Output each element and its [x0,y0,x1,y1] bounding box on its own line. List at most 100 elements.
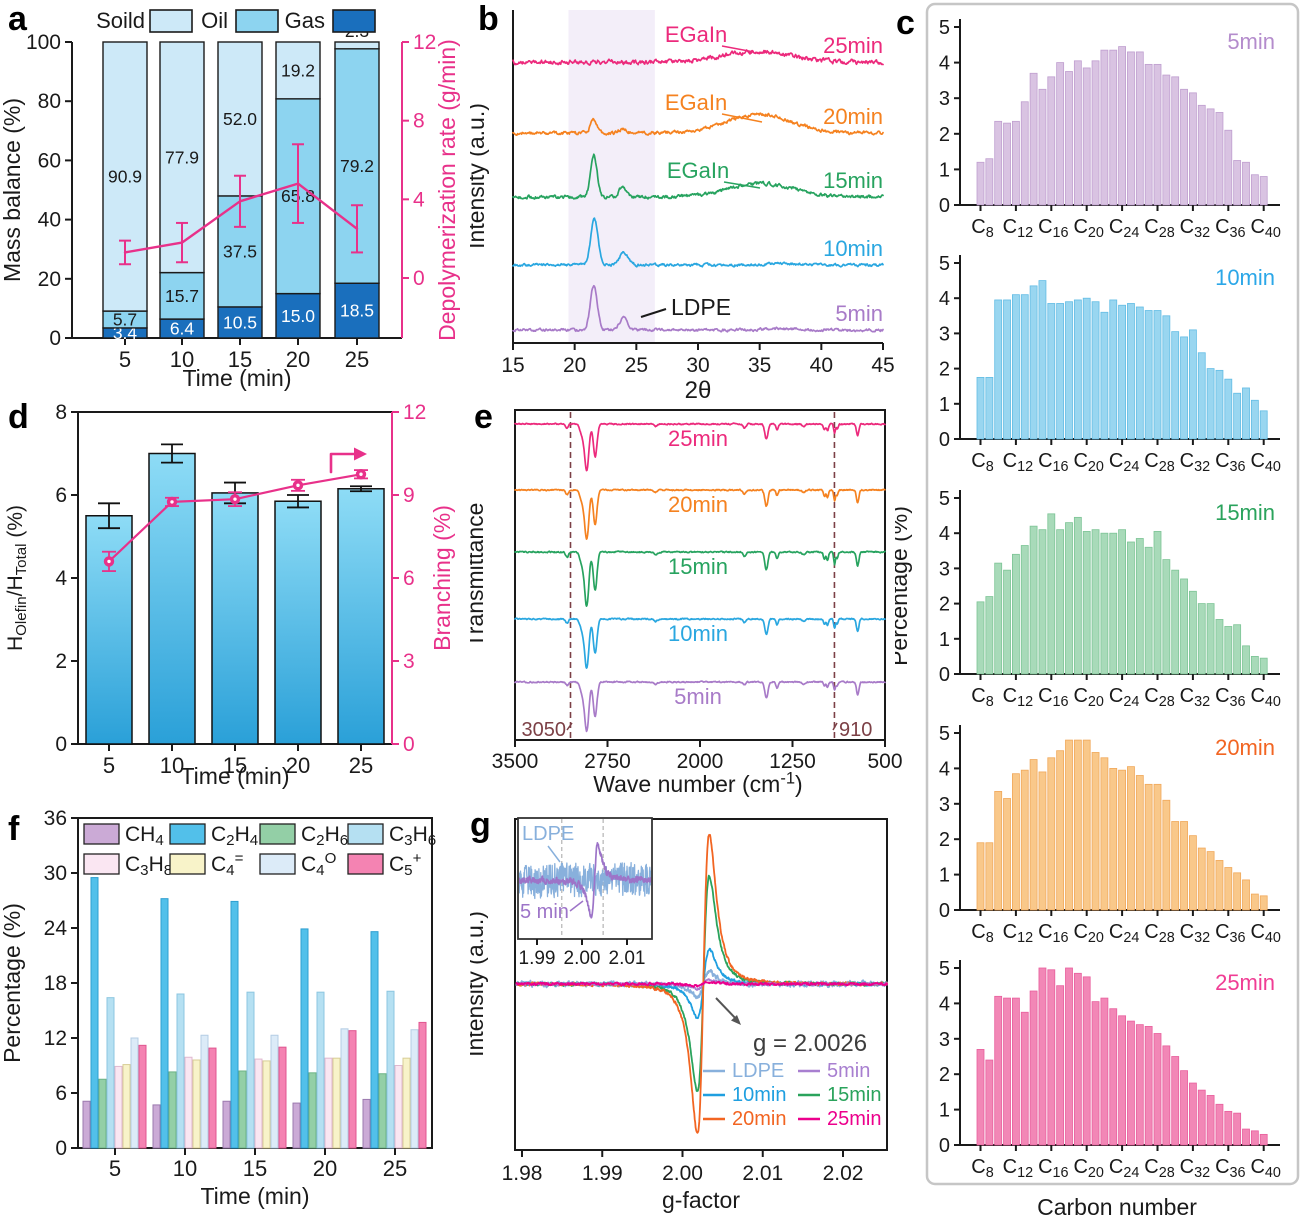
histogram-bar [1038,771,1047,911]
right-axis-label: Depolymerization rate (g/min) [434,39,460,341]
chart-shape: C [1073,921,1087,943]
chart-text: 2 [939,359,950,381]
chart-text: 0 [413,267,425,290]
histogram-bar [1135,306,1144,440]
trace-label: 20min [668,492,728,517]
chart-shape: 20 [1088,1165,1104,1181]
histogram-bar [994,562,1003,675]
chart-shape: C [1180,216,1194,238]
legend-label: C3H8 [125,853,172,879]
chart-text: C8 [971,1156,993,1181]
chart-text: 25 [345,347,369,372]
legend-swatch [83,853,120,875]
chart-text: 3 [939,794,950,816]
histogram-bar [1259,410,1268,440]
chart-text: C24 [1109,1156,1139,1181]
gas-bar [222,1100,231,1149]
histogram-bar [1135,775,1144,911]
legend-label: C4= [211,850,244,879]
right-axis-arrow [329,452,356,474]
bar-value: 90.9 [108,167,142,187]
chart-shape: 28 [1159,1165,1175,1181]
histogram-bar [985,596,994,675]
histogram-bar [1153,310,1162,440]
chart-shape [832,722,838,731]
chart-text: 4 [413,188,425,211]
gas-bar [114,1065,123,1149]
trace-label: 10min [823,236,883,261]
chart-text: 0 [939,900,950,922]
inset-5min-label: 5 min [520,901,569,923]
chart-shape: 8 [164,862,172,879]
histogram-bar [1109,1008,1118,1146]
chart-shape: C [1109,685,1123,707]
chart-shape: 6 [428,832,436,849]
chart-text: 2.02 [823,1162,864,1185]
chart-text: 36 [44,807,67,830]
chart-text: C20 [1073,685,1103,710]
bar-value: 79.2 [340,156,374,176]
chart-shape: C [1109,1156,1123,1178]
chart-shape: 40 [1265,459,1281,475]
bar-value: 15.7 [165,286,199,306]
chart-text: 6 [55,1082,67,1105]
stacked-bar-gas [217,306,263,339]
histogram-bar [1162,1045,1171,1146]
histogram-bar [1020,1011,1029,1146]
xrd-trace-10min [512,217,884,268]
chart-text: 2000 [677,750,724,773]
chart-shape: C [1003,685,1017,707]
chart-shape: 20 [1088,930,1104,946]
y-axis-label: Intensity (a.u.) [470,911,488,1057]
chart-text: 60 [38,149,61,172]
chart-text: 2 [55,650,67,673]
gas-bar [130,1037,139,1149]
chart-shape: 20 [1088,694,1104,710]
chart-shape: C [1215,216,1229,238]
chart-text: C20 [1073,216,1103,241]
y-axis-label: Intensity (a.u.) [470,103,489,249]
histogram-bar [1206,851,1215,911]
panel-a-chart: 0 20 40 60 80 100 0 4 8 12 5 10 15 20 25 Time (min) Mass… [0,8,460,391]
gas-bar [410,1029,419,1149]
panel-b: 15 20 25 30 35 40 45 2θ Intensity (a.u.) 5min 10mi… [470,0,925,412]
histogram-bar [1162,559,1171,675]
histogram-bar [1171,1056,1180,1146]
histogram-bar [1144,63,1153,206]
histogram-bar [1224,867,1233,911]
histogram-bar [1233,160,1242,206]
chart-shape: C [1073,685,1087,707]
chart-text: C12 [1003,216,1033,241]
chart-shape: C [1250,921,1264,943]
chart-shape: C [1250,450,1264,472]
histogram-bar [1171,76,1180,206]
chart-text: C16 [1038,216,1068,241]
chart-text: C20 [1073,1156,1103,1181]
chart-shape: 12 [1017,930,1033,946]
legend-label: C2H6 [301,823,348,849]
chart-shape: C [389,853,404,876]
gas-bar [324,1057,333,1149]
histogram-bar [1250,174,1259,206]
chart-shape: C [389,823,404,846]
histogram-bar [1144,546,1153,675]
chart-shape: 12 [1017,225,1033,241]
chart-text: 5 [939,958,950,980]
histogram-bar [1153,63,1162,206]
chart-shape: Total [13,543,30,575]
chart-shape: 12 [1017,459,1033,475]
histogram-bar [1091,301,1100,440]
histogram-bar [1188,329,1197,440]
chart-shape [170,500,174,504]
chart-text: 4 [939,758,950,780]
chart-shape: = [235,850,244,867]
chart-text: C40 [1250,921,1280,946]
histogram-bar [1082,976,1091,1146]
chart-text: C40 [1250,216,1280,241]
panel-e: 3500 2750 2000 1250 500 Wave number (cm-1) Tra… [470,392,925,806]
legend-label: 15min [827,1084,881,1106]
chart-shape: 36 [1230,930,1246,946]
wavenumber-annotation: 3050 [522,719,567,741]
